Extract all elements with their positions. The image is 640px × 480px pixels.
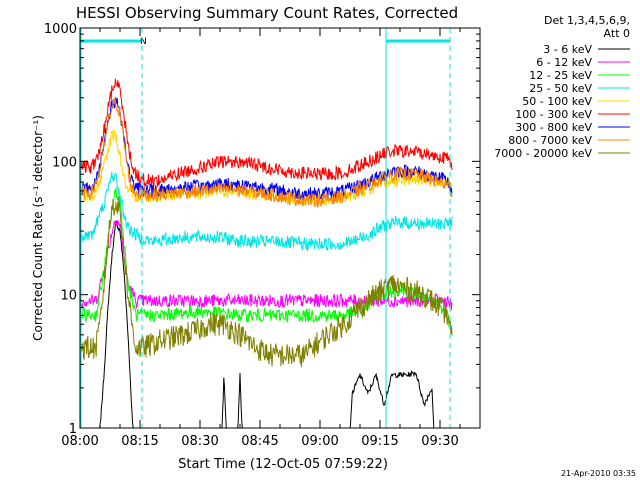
legend-header-line-2: Att 0 [604, 27, 630, 40]
x-tick-label: 09:15 [361, 434, 398, 449]
y-axis-label: Corrected Count Rate (s⁻¹ detector⁻¹) [31, 115, 45, 341]
y-tick-label: 10 [60, 289, 77, 304]
legend-label-1: 3 - 6 keV [543, 43, 592, 56]
timestamp: 21-Apr-2010 03:35 [561, 469, 636, 478]
series-line-6 [79, 78, 453, 188]
series-line-8 [79, 98, 453, 208]
chart-title: HESSI Observing Summary Count Rates, Cor… [76, 4, 458, 22]
y-tick-label: 1 [69, 422, 77, 437]
y-tick-label: 1000 [44, 22, 77, 37]
plot-area [80, 28, 480, 428]
legend-label-2: 6 - 12 keV [536, 56, 592, 69]
bar-label: N [140, 37, 147, 47]
series-line-3 [79, 187, 453, 331]
legend-label-8: 800 - 7000 keV [508, 134, 592, 147]
legend-label-3: 12 - 25 keV [529, 69, 592, 82]
x-tick-label: 08:45 [241, 434, 278, 449]
legend-label-6: 100 - 300 keV [515, 108, 592, 121]
x-tick-label: 09:00 [301, 434, 338, 449]
x-tick-label: 08:15 [121, 434, 158, 449]
legend-label-7: 300 - 800 keV [515, 121, 592, 134]
x-axis-label: Start Time (12-Oct-05 07:59:22) [178, 457, 388, 472]
x-tick-label: 08:30 [181, 434, 218, 449]
legend-label-9: 7000 - 20000 keV [494, 147, 592, 160]
y-tick-label: 100 [52, 155, 77, 170]
x-tick-label: 09:30 [421, 434, 458, 449]
legend-header-line-1: Det 1,3,4,5,6,9, [544, 14, 630, 27]
legend-label-5: 50 - 100 keV [522, 95, 592, 108]
series-line-4 [79, 171, 453, 252]
x-tick-label: 08:00 [61, 434, 98, 449]
legend-label-4: 25 - 50 keV [529, 82, 592, 95]
